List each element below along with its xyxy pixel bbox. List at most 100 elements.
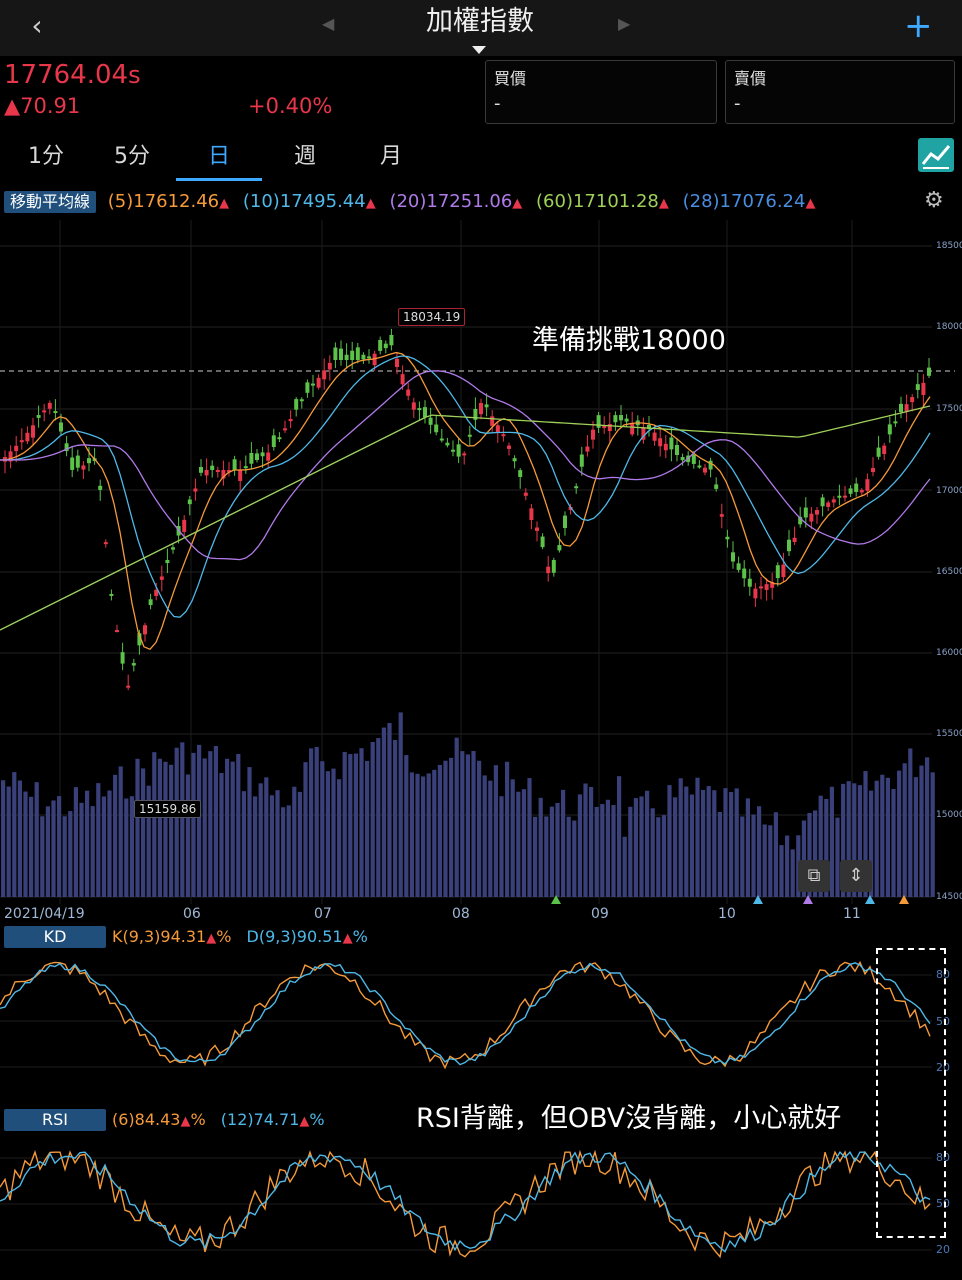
volume-bar [292,786,297,897]
volume-bar [628,806,633,897]
volume-bar [135,758,140,897]
up-arrow-icon: ▲ [658,196,669,211]
candle-body [697,465,702,468]
volume-bar [57,796,62,897]
volume-bar [880,774,885,897]
ma-10-value: (10)17495.44 [242,191,366,212]
volume-bar [706,786,711,897]
tab-month[interactable]: 月 [380,144,403,169]
tab-5min[interactable]: 5分 [114,144,150,169]
volume-bar [841,783,846,897]
volume-bar [331,768,336,897]
x-tick: 2021/04/19 [4,906,85,922]
candle-body [607,424,612,432]
candle-body [540,536,545,548]
d-pct: % [352,927,368,946]
title-dropdown-icon[interactable] [472,46,486,54]
settings-button[interactable]: ⚙ [924,188,944,213]
candle-body [311,383,315,386]
candle-body [182,519,187,532]
add-button[interactable]: + [904,6,933,46]
candle-body [305,382,310,393]
ma-label[interactable]: 移動平均線 [4,191,97,213]
volume-bar [477,760,482,897]
candle-body [64,443,69,452]
volume-bar [829,786,834,897]
volume-bar [835,817,840,897]
candle-body [820,497,825,507]
candle-body [126,685,131,688]
candle-body [378,340,383,351]
kd-label[interactable]: KD [4,926,106,948]
layout-icon: ⧉ [807,865,821,886]
candle-body [299,399,304,402]
volume-bar [897,770,902,897]
volume-bar [801,820,806,897]
period-tabs: 1分 5分 日 週 月 [0,130,962,182]
candle-body [523,492,528,496]
volume-bar [913,777,918,897]
candle-body [266,452,271,461]
tab-week[interactable]: 週 [294,144,317,169]
volume-bar [645,790,650,897]
y-tick: 15500 [936,729,962,739]
volume-bar [729,791,734,897]
candle-body [753,588,758,599]
candle-body [70,457,75,470]
y-tick: 14500 [936,892,962,902]
volume-bar [342,751,347,897]
next-symbol-button[interactable]: ▶ [618,14,630,33]
candle-body [75,455,80,468]
collapse-button[interactable]: ⇕ [840,860,872,892]
candle-body [899,403,903,412]
volume-bar [29,796,34,897]
back-button[interactable]: ‹ [22,8,52,44]
candle-body [624,418,629,422]
candle-body [915,384,920,390]
volume-bar [667,785,672,897]
tab-1min[interactable]: 1分 [28,144,64,169]
volume-bar [79,802,84,897]
candle-body [904,404,909,413]
candle-body [591,429,595,440]
x-tick: 08 [452,906,470,922]
up-arrow-icon: ▲ [180,1114,191,1129]
bid-box: 買價 - [485,60,717,124]
candle-body [243,466,248,469]
volume-bar [353,753,358,897]
candle-body [400,374,405,385]
volume-bar [874,780,879,897]
up-arrow-icon: ▲ [805,196,816,211]
candle-body [322,370,327,380]
volume-bar [762,824,767,897]
volume-bar [236,753,241,897]
candle-body [691,454,696,464]
tab-day[interactable]: 日 [208,144,231,169]
candle-body [927,367,931,376]
candle-body [859,490,864,493]
volume-bar [387,723,392,897]
prev-symbol-button[interactable]: ◀ [322,14,334,33]
candle-body [563,515,567,528]
volume-bar [17,780,22,897]
kd-y-tick: 50 [936,1015,950,1028]
candle-body [445,442,450,446]
candle-body [815,510,819,515]
volume-bar [745,798,750,897]
candle-body [395,358,399,367]
layout-button[interactable]: ⧉ [798,860,830,892]
candle-body [792,537,797,543]
candle-body [417,408,422,411]
volume-bar [96,783,101,897]
chart-type-button[interactable] [918,138,954,172]
volume-bar [852,783,857,897]
volume-bar [51,800,56,897]
rsi-label[interactable]: RSI [4,1109,106,1131]
page-title[interactable]: 加權指數 [426,6,534,37]
volume-bar [381,727,386,897]
candle-body [98,485,103,490]
candle-body [148,599,153,606]
chart-annotation: 準備挑戰18000 [532,325,726,356]
price-suffix: s [128,61,141,89]
